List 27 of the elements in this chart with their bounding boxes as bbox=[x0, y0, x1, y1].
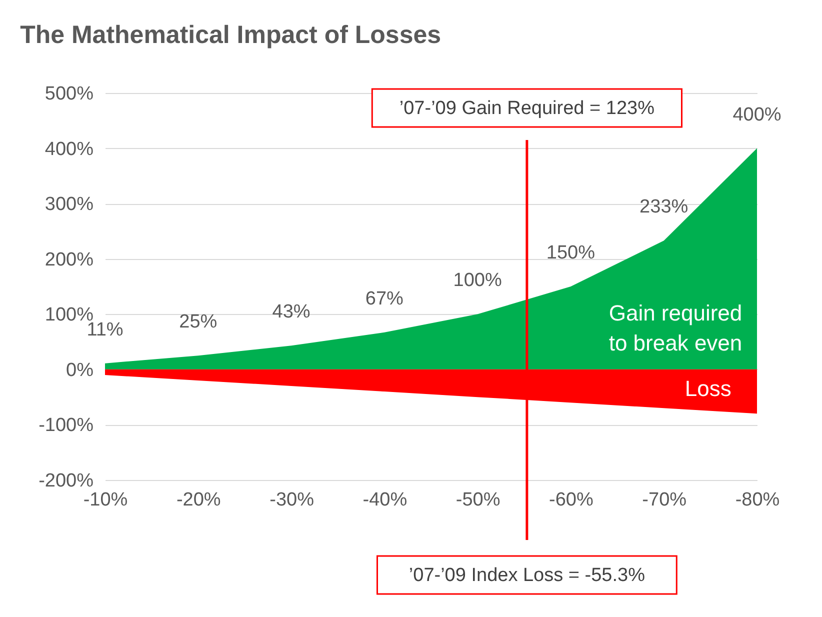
chart-title: The Mathematical Impact of Losses bbox=[20, 21, 442, 49]
y-tick-label: 500% bbox=[44, 84, 94, 104]
x-tick-label: -40% bbox=[362, 490, 408, 510]
y-tick-label: -100% bbox=[38, 415, 94, 436]
data-label: 233% bbox=[640, 196, 688, 218]
y-tick-label: -200% bbox=[38, 470, 94, 492]
y-tick-label: 300% bbox=[44, 194, 94, 216]
x-tick-label: -50% bbox=[456, 490, 500, 510]
data-label: 67% bbox=[365, 288, 404, 310]
data-label: 43% bbox=[272, 302, 310, 323]
x-tick-label: -10% bbox=[83, 490, 128, 510]
data-label: 150% bbox=[546, 242, 596, 264]
y-tick-label: 200% bbox=[44, 249, 94, 270]
data-label: 100% bbox=[453, 270, 502, 292]
series-label: Gain required to break even bbox=[608, 300, 742, 356]
y-tick-label: 400% bbox=[44, 138, 94, 160]
x-tick-label: -30% bbox=[270, 490, 314, 510]
series-label: Loss bbox=[684, 376, 732, 402]
x-tick-label: -80% bbox=[735, 490, 780, 510]
y-tick-label: 0% bbox=[66, 360, 94, 381]
x-tick-label: -70% bbox=[642, 490, 687, 510]
text: ’07-’09 Index Loss = -55.3% bbox=[408, 565, 646, 586]
x-tick-label: -60% bbox=[549, 490, 594, 510]
data-label: 400% bbox=[732, 104, 782, 126]
x-tick-label: -20% bbox=[176, 490, 221, 510]
data-label: 25% bbox=[179, 312, 218, 333]
annotation: ’07-’09 Gain Required = 123% bbox=[399, 98, 655, 119]
